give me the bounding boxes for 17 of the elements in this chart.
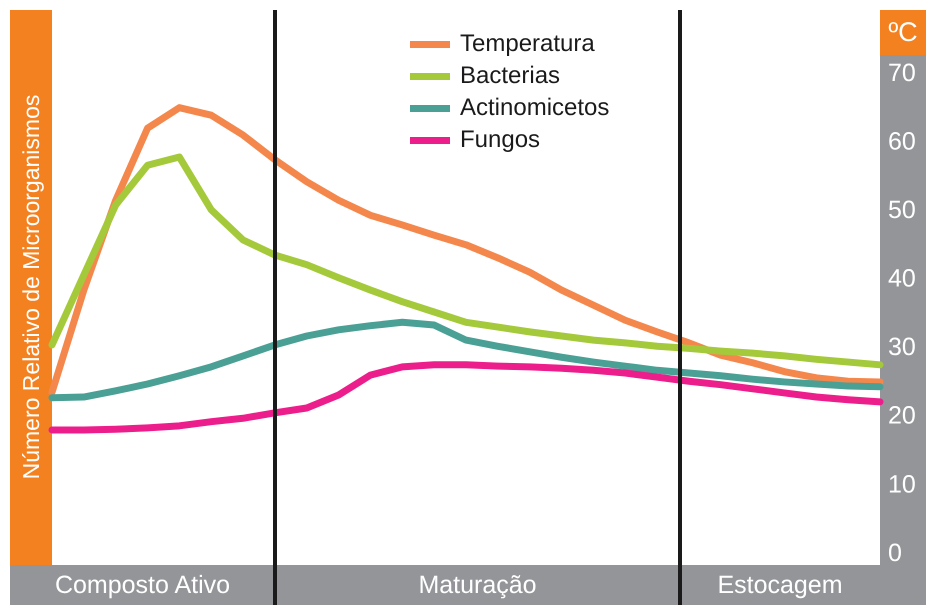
legend-label: Fungos xyxy=(460,125,540,155)
y-tick-label: 30 xyxy=(888,333,916,362)
annotation: Número Relativo de Microorganismos xyxy=(18,94,44,482)
y-axis-title: ºC xyxy=(880,10,926,55)
text: Maturação xyxy=(275,565,680,605)
y-tick-label: 10 xyxy=(888,470,916,498)
text: Composto Ativo xyxy=(10,565,275,605)
legend-label: Actinomicetos xyxy=(460,93,610,123)
y-tick-label: 20 xyxy=(888,402,916,430)
legend-label: Bacterias xyxy=(460,61,560,91)
y-tick-label: 0 xyxy=(888,538,902,567)
text: Estocagem xyxy=(680,565,880,605)
y-tick-label: 40 xyxy=(888,264,916,293)
y-tick-label: 70 xyxy=(888,58,916,87)
y-tick-label: 60 xyxy=(888,127,916,156)
y-tick-label: 50 xyxy=(888,196,916,224)
legend-label: Temperatura xyxy=(460,29,595,59)
